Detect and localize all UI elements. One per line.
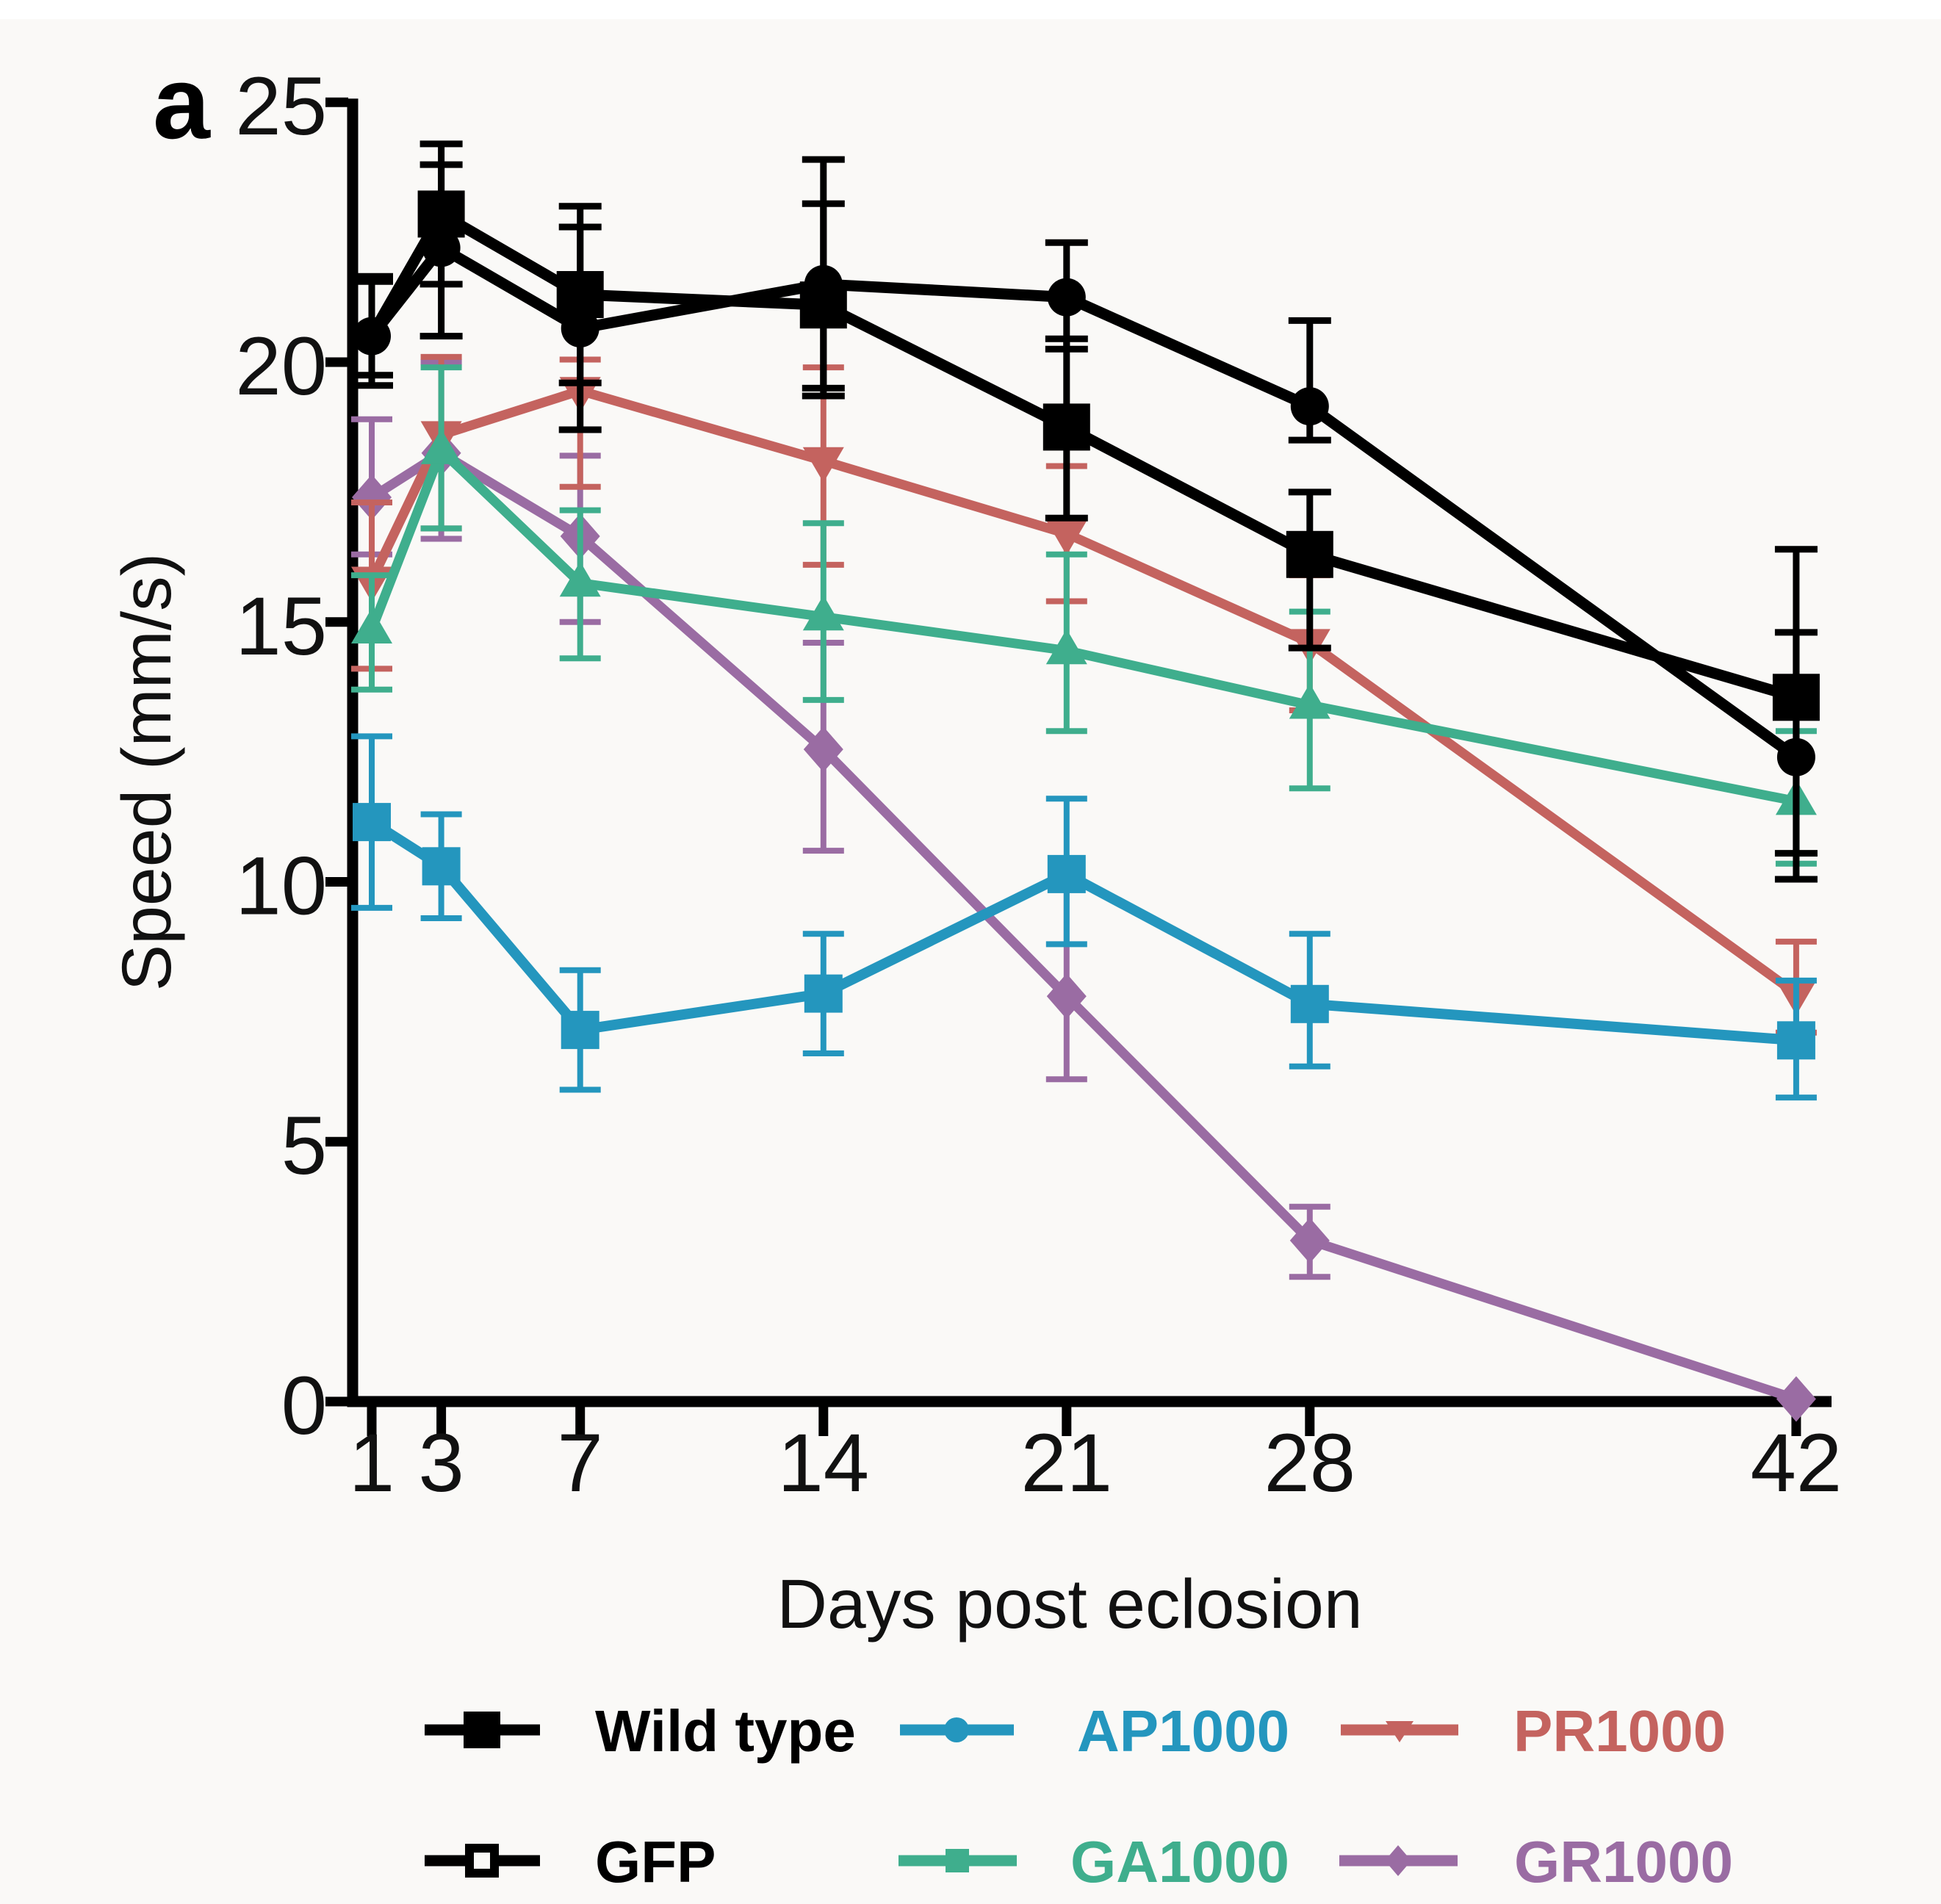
svg-text:25: 25 xyxy=(235,60,327,152)
svg-text:GA1000: GA1000 xyxy=(1070,1829,1289,1894)
svg-text:1: 1 xyxy=(349,1417,395,1509)
svg-text:5: 5 xyxy=(281,1100,327,1191)
svg-text:AP1000: AP1000 xyxy=(1077,1698,1289,1764)
svg-text:GFP: GFP xyxy=(595,1829,716,1894)
svg-text:20: 20 xyxy=(235,320,327,412)
svg-text:Speed (mm/s): Speed (mm/s) xyxy=(108,553,186,992)
svg-text:7: 7 xyxy=(558,1417,603,1509)
svg-text:3: 3 xyxy=(418,1417,464,1509)
svg-text:GR1000: GR1000 xyxy=(1514,1829,1733,1894)
svg-text:Days post eclosion: Days post eclosion xyxy=(777,1565,1362,1643)
svg-text:0: 0 xyxy=(281,1360,327,1452)
svg-text:14: 14 xyxy=(778,1417,870,1509)
svg-text:28: 28 xyxy=(1264,1417,1356,1509)
svg-text:42: 42 xyxy=(1751,1417,1843,1509)
svg-text:Wild type: Wild type xyxy=(595,1698,856,1764)
svg-text:10: 10 xyxy=(235,840,327,932)
svg-text:PR1000: PR1000 xyxy=(1513,1698,1726,1764)
svg-text:a: a xyxy=(153,45,211,160)
svg-text:21: 21 xyxy=(1021,1417,1113,1509)
svg-text:15: 15 xyxy=(235,580,327,672)
